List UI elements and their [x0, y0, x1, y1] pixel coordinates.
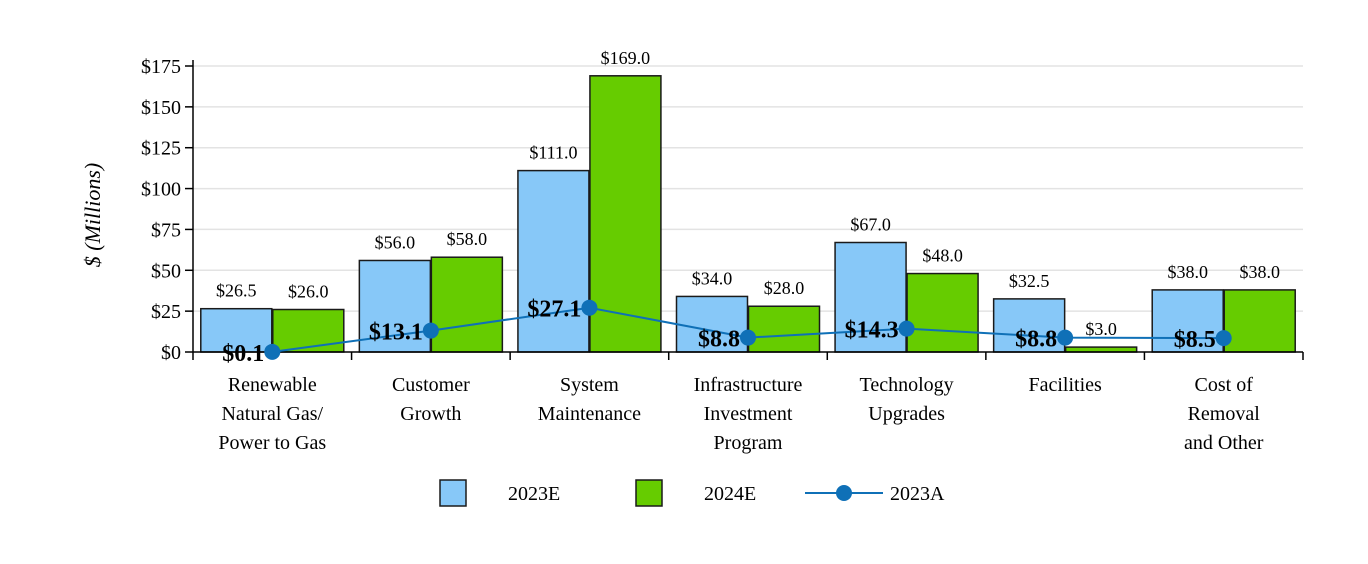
x-category-label: System	[560, 374, 619, 396]
bar-value-label: $169.0	[601, 48, 651, 68]
y-axis-title: $ (Millions)	[80, 163, 105, 268]
line-point-2023a	[1215, 330, 1232, 347]
x-category-label: Natural Gas/	[221, 403, 323, 425]
bar-2023e	[675, 295, 749, 353]
line-point-2023a	[581, 299, 598, 316]
legend: 2023E 2024E 2023A	[439, 479, 945, 507]
y-tick-label: $125	[141, 138, 181, 160]
x-category-label: Customer	[392, 374, 470, 396]
y-tick-label: $150	[141, 97, 181, 119]
line-value-label: $27.1	[527, 297, 581, 323]
bar-2024e	[906, 272, 979, 353]
bar-2024e	[747, 305, 821, 353]
bar-2023e	[517, 169, 590, 353]
x-category-label: Program	[714, 432, 783, 454]
bar-2023e	[1151, 289, 1224, 353]
bar-data-labels: $26.5 $56.0 $111.0 $34.0 $67.0 $32.5 $38.0 $26.…	[216, 48, 1280, 339]
bar-2024e	[272, 308, 345, 353]
bar-value-label: $32.5	[1009, 271, 1050, 291]
x-category-label: Upgrades	[868, 403, 945, 425]
line-value-label: $8.5	[1174, 327, 1216, 353]
legend-label: 2024E	[704, 483, 756, 505]
bar-value-label: $48.0	[922, 246, 963, 266]
bar-value-label: $38.0	[1239, 262, 1280, 282]
x-category-label: Technology	[860, 374, 954, 396]
x-category-label: Maintenance	[538, 403, 641, 425]
y-tick-label: $0	[161, 342, 181, 364]
line-point-2023a	[422, 322, 439, 339]
x-category-label: Infrastructure	[694, 374, 803, 396]
line-value-label: $14.3	[845, 318, 899, 344]
bar-series	[200, 75, 1296, 353]
line-value-label: $8.8	[1015, 327, 1057, 353]
legend-label: 2023A	[890, 483, 945, 505]
bar-value-label: $56.0	[375, 232, 416, 252]
bar-value-label: $3.0	[1085, 319, 1117, 339]
legend-swatch-2023e	[439, 479, 467, 507]
y-tick-label: $25	[151, 301, 181, 323]
line-point-2023a	[740, 329, 756, 346]
y-tick-label: $50	[151, 260, 181, 282]
bar-2024e	[430, 256, 504, 353]
y-tick-label: $75	[151, 219, 181, 241]
bar-2024e	[589, 75, 662, 353]
bar-value-label: $26.0	[288, 282, 329, 302]
bar-value-label: $38.0	[1167, 262, 1208, 282]
line-point-2023a	[1057, 329, 1074, 346]
bar-value-label: $26.5	[216, 281, 257, 301]
bar-value-label: $67.0	[850, 215, 891, 235]
bar-value-label: $34.0	[692, 268, 733, 288]
bar-2023e	[834, 241, 907, 353]
bar-2023e	[992, 298, 1066, 353]
legend-label: 2023E	[508, 483, 560, 505]
x-category-label: Facilities	[1028, 374, 1102, 396]
legend-swatch-2024e	[635, 479, 663, 507]
line-value-label: $13.1	[369, 320, 423, 346]
line-data-labels: $0.1 $13.1 $27.1 $8.8 $14.3 $8.8 $8.5	[222, 297, 1215, 367]
y-tick-label: $175	[141, 56, 181, 78]
line-point-2023a	[898, 320, 915, 337]
bar-value-label: $28.0	[764, 278, 805, 298]
x-category-label: Removal	[1188, 403, 1261, 425]
line-value-label: $8.8	[698, 327, 740, 353]
bar-2024e	[1223, 289, 1296, 353]
x-category-label: Renewable	[228, 374, 317, 396]
y-axis: $0 $25 $50 $75 $100 $125 $150 $175	[141, 56, 194, 364]
line-series	[264, 299, 1232, 360]
x-category-label: and Other	[1184, 432, 1264, 454]
x-category-label: Power to Gas	[218, 432, 326, 454]
bar-value-label: $58.0	[447, 229, 488, 249]
x-category-label: Investment	[704, 403, 793, 425]
x-axis: Renewable Natural Gas/Power to Gas Custome…	[192, 351, 1304, 454]
line-value-label: $0.1	[222, 341, 264, 367]
x-category-label: Cost of	[1195, 374, 1254, 396]
line-point-2023a	[264, 343, 281, 360]
legend-marker-2023a	[836, 485, 852, 501]
x-category-label: Growth	[400, 403, 461, 425]
bar-value-label: $111.0	[529, 143, 577, 163]
y-tick-label: $100	[141, 179, 181, 201]
